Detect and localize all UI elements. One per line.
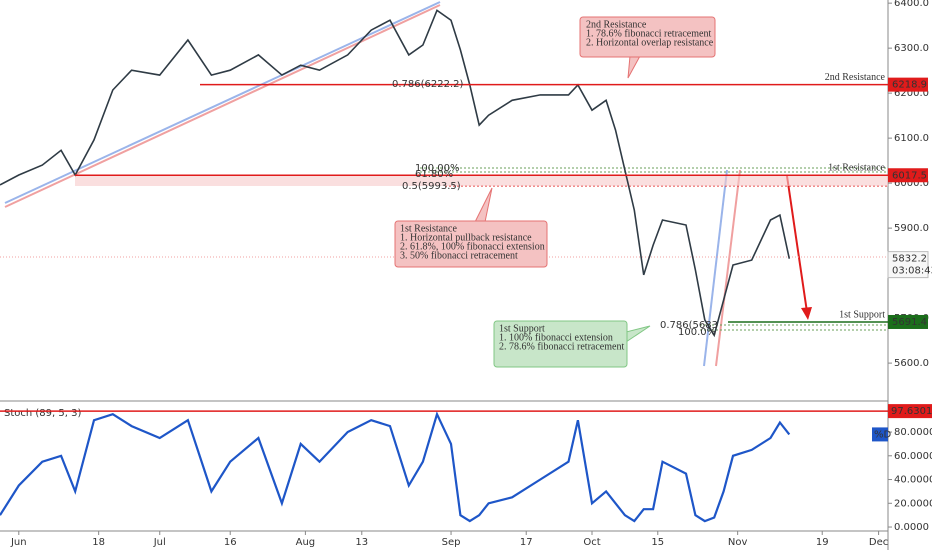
y-tick-label: 40.0000 [894, 475, 932, 486]
note-line: 1. 78.6% fibonacci retracement [586, 28, 711, 39]
note-line: 1. 100% fibonacci extension [499, 332, 613, 343]
price-tag [888, 314, 928, 329]
y-tick-label: 0.0000 [894, 522, 929, 533]
fib-label: 0.5(5993.5) [402, 181, 461, 192]
arrow [715, 169, 741, 367]
note-line: 2. 78.6% fibonacci retracement [499, 341, 624, 352]
price-tag [888, 404, 932, 419]
fib-label: 100.00% [415, 163, 460, 174]
y-tick-label: 6400.0 [894, 0, 929, 9]
indicator-level-label: 97.6301 [891, 406, 932, 417]
price-tag-label: 5691.4 [892, 317, 927, 328]
note-line: 2. 61.8%, 100% fibonacci extension [400, 241, 545, 252]
note-box [579, 16, 716, 58]
y-tick-label: 6200.0 [894, 88, 929, 99]
y-tick-label: 6300.0 [894, 43, 929, 54]
x-tick-label: 18 [92, 537, 105, 548]
x-tick-label: Dec [869, 537, 888, 548]
x-tick-label: 16 [224, 537, 237, 548]
price-tag [888, 77, 928, 92]
level-label: 2nd Resistance [825, 72, 886, 83]
trendline [4, 4, 441, 208]
fib-label: 61.80% [415, 169, 453, 180]
level-label: 1st Support [839, 309, 885, 320]
last-price: 5832.2 [892, 254, 927, 265]
price-tag [888, 168, 928, 183]
price-line [0, 411, 791, 523]
note-title: 1st Support [499, 323, 545, 334]
note-line: 1. Horizontal pullback resistance [400, 232, 532, 243]
x-tick-label: Aug [296, 537, 316, 548]
resistance-zone [75, 175, 888, 186]
fib-label: 0.786(6222.2) [392, 79, 464, 90]
arrow-head [801, 307, 812, 320]
y-tick-label: 80.0000 [894, 427, 932, 438]
fib-label: 100.0% [678, 327, 716, 338]
x-tick-label: 17 [520, 537, 533, 548]
price-tag-label: 6017.5 [892, 170, 927, 181]
y-tick-label: 60.0000 [894, 451, 932, 462]
fib-label: 0.786(5683 [660, 320, 718, 331]
indicator-title: Stoch (89, 5, 3) [4, 408, 81, 419]
x-tick-label: Sep [442, 537, 461, 548]
x-tick-label: Jul [153, 537, 166, 548]
legend-tag-label: %D [874, 429, 892, 440]
countdown: 03:08:43 [892, 266, 932, 277]
level-label: 1st Resistance [828, 163, 885, 174]
note-box [394, 220, 548, 268]
y-tick-label: 5900.0 [894, 223, 929, 234]
y-tick-label: 20.0000 [894, 498, 932, 509]
price-tag-label: 6218.9 [892, 80, 927, 91]
note-line: 3. 50% fibonacci retracement [400, 250, 518, 261]
arrow [786, 175, 808, 313]
x-tick-label: 13 [355, 537, 368, 548]
x-tick-label: Jun [10, 537, 27, 548]
price-tag [887, 251, 929, 279]
x-tick-label: Nov [728, 537, 748, 548]
note-title: 2nd Resistance [586, 19, 647, 30]
y-tick-label: 5600.0 [894, 358, 929, 369]
y-tick-label: 6100.0 [894, 133, 929, 144]
x-tick-label: Oct [583, 537, 600, 548]
arrow [703, 169, 728, 367]
y-tick-label: 6000.0 [894, 178, 929, 189]
note-title: 1st Resistance [400, 223, 457, 234]
x-tick-label: 19 [816, 537, 829, 548]
note-line: 2. Horizontal overlap resistance [586, 37, 714, 48]
legend-tag [872, 427, 888, 442]
note-box [493, 320, 628, 368]
x-tick-label: 15 [651, 537, 664, 548]
